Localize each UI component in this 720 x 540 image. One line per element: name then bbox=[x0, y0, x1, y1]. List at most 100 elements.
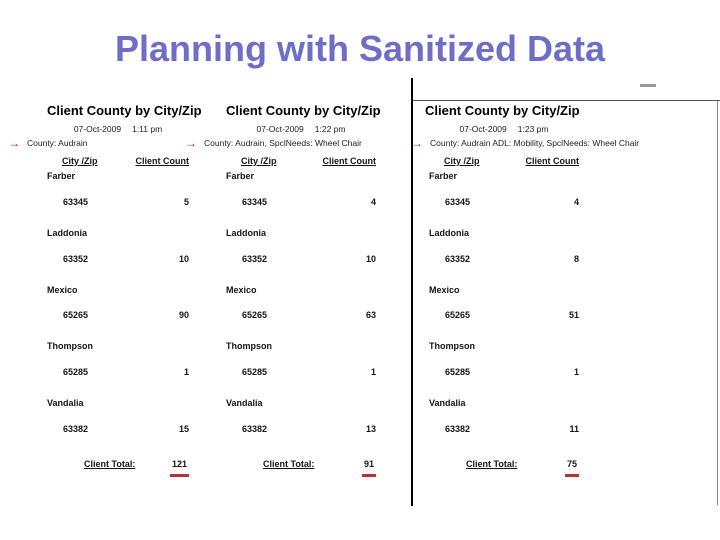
vertical-divider-line bbox=[411, 78, 413, 506]
report-timestamp: 07-Oct-2009 1:22 pm bbox=[226, 124, 376, 134]
city-label: Laddonia bbox=[47, 227, 87, 238]
count-value: 1 bbox=[573, 366, 579, 377]
city-label: Mexico bbox=[226, 284, 257, 295]
table-header-row: City /Zip Client Count bbox=[47, 156, 189, 167]
filter-line: → County: Audrain ADL: Mobility, SpclNeed… bbox=[411, 136, 639, 151]
city-label: Thompson bbox=[226, 341, 272, 352]
count-value: 51 bbox=[568, 310, 579, 321]
city-label: Vandalia bbox=[429, 397, 466, 408]
zip-value: 65265 bbox=[242, 310, 268, 321]
zip-value: 63382 bbox=[242, 423, 268, 434]
column-header-count: Client Count bbox=[135, 155, 190, 166]
zip-value: 63345 bbox=[63, 197, 89, 208]
zip-value: 63352 bbox=[445, 253, 471, 264]
filter-line: → County: Audrain, SpclNeeds: Wheel Chair bbox=[185, 136, 376, 150]
zip-value: 65285 bbox=[445, 366, 471, 377]
panel-title: Client County by City/Zip bbox=[425, 103, 580, 118]
client-total-row: Client Total: 121 bbox=[47, 459, 189, 478]
zip-value: 63382 bbox=[445, 423, 471, 434]
zip-value: 65265 bbox=[63, 310, 89, 321]
table-row: 65285 1 bbox=[226, 367, 376, 378]
city-label: Thompson bbox=[47, 341, 93, 352]
city-label: Vandalia bbox=[47, 397, 84, 408]
report-time: 1:23 pm bbox=[517, 124, 549, 134]
table-row: 63352 10 bbox=[226, 254, 376, 265]
report-panel-3: Client County by City/Zip 07-Oct-2009 1:2… bbox=[411, 103, 639, 478]
count-value: 4 bbox=[573, 197, 579, 208]
table-row: 65285 1 bbox=[429, 367, 579, 378]
count-value: 1 bbox=[183, 366, 189, 377]
table-row: 63352 8 bbox=[429, 254, 579, 265]
client-total-row: Client Total: 75 bbox=[429, 459, 579, 478]
table-row: 65265 63 bbox=[226, 310, 376, 321]
city-label: Thompson bbox=[429, 341, 475, 352]
city-label: Laddonia bbox=[226, 227, 266, 238]
report-timestamp: 07-Oct-2009 1:23 pm bbox=[429, 124, 579, 134]
table-row: 63382 11 bbox=[429, 424, 579, 435]
column-header-count: Client Count bbox=[322, 155, 377, 166]
count-value: 1 bbox=[370, 366, 376, 377]
table-row: 63345 4 bbox=[226, 197, 376, 208]
zip-value: 65285 bbox=[242, 366, 268, 377]
table-row: 65265 51 bbox=[429, 310, 579, 321]
report-date: 07-Oct-2009 bbox=[73, 124, 122, 134]
table-header-row: City /Zip Client Count bbox=[226, 156, 376, 167]
table-row: 63345 4 bbox=[429, 197, 579, 208]
client-total-value: 121 bbox=[169, 459, 189, 478]
count-value: 15 bbox=[178, 423, 189, 434]
count-value: 90 bbox=[178, 310, 189, 321]
city-label: Farber bbox=[226, 171, 255, 182]
count-value: 8 bbox=[573, 253, 579, 264]
table-row: 63382 13 bbox=[226, 424, 376, 435]
zip-value: 65265 bbox=[445, 310, 471, 321]
city-label: Vandalia bbox=[226, 397, 263, 408]
zip-value: 63352 bbox=[63, 253, 89, 264]
report-date: 07-Oct-2009 bbox=[459, 124, 507, 134]
count-value: 63 bbox=[365, 310, 376, 321]
count-value: 10 bbox=[365, 253, 376, 264]
count-value: 10 bbox=[178, 253, 189, 264]
city-label: Mexico bbox=[47, 284, 78, 295]
column-header-count: Client Count bbox=[525, 155, 580, 166]
filter-text: County: Audrain ADL: Mobility, SpclNeeds… bbox=[430, 138, 640, 149]
zip-value: 63352 bbox=[242, 253, 268, 264]
table-row: 65265 90 bbox=[47, 310, 189, 321]
count-value: 4 bbox=[370, 197, 376, 208]
table-header-row: City /Zip Client Count bbox=[429, 156, 579, 167]
client-total-value: 91 bbox=[361, 459, 376, 478]
city-label: Farber bbox=[429, 171, 458, 182]
table-row: 63345 5 bbox=[47, 197, 189, 208]
count-value: 11 bbox=[569, 423, 579, 434]
zip-value: 65285 bbox=[63, 366, 89, 377]
panel-title: Client County by City/Zip bbox=[47, 103, 202, 118]
client-total-value: 75 bbox=[564, 459, 579, 478]
report-panel-1: Client County by City/Zip 07-Oct-2009 1:1… bbox=[8, 103, 202, 478]
slide-title: Planning with Sanitized Data bbox=[114, 28, 606, 69]
filter-line: → County: Audrain bbox=[8, 136, 189, 150]
zip-value: 63345 bbox=[242, 197, 268, 208]
table-row: 63382 15 bbox=[47, 424, 189, 435]
red-arrow-icon: → bbox=[8, 136, 20, 151]
client-total-label: Client Total: bbox=[84, 459, 136, 470]
decorative-dash bbox=[640, 84, 656, 87]
panel3-top-border bbox=[413, 100, 720, 101]
client-total-row: Client Total: 91 bbox=[226, 459, 376, 478]
table-row: 65285 1 bbox=[47, 367, 189, 378]
panel-title: Client County by City/Zip bbox=[226, 103, 381, 118]
client-total-label: Client Total: bbox=[466, 459, 518, 470]
column-header-city: City /Zip bbox=[241, 155, 277, 166]
zip-value: 63382 bbox=[63, 423, 89, 434]
count-value: 13 bbox=[365, 423, 376, 434]
red-arrow-icon: → bbox=[411, 136, 423, 151]
city-label: Farber bbox=[47, 171, 76, 182]
table-row: 63352 10 bbox=[47, 254, 189, 265]
client-total-label: Client Total: bbox=[263, 459, 315, 470]
column-header-city: City /Zip bbox=[444, 155, 480, 166]
report-date: 07-Oct-2009 bbox=[256, 124, 304, 134]
report-time: 1:22 pm bbox=[314, 124, 346, 134]
city-label: Mexico bbox=[429, 284, 460, 295]
filter-text: County: Audrain bbox=[27, 138, 88, 149]
filter-text: County: Audrain, SpclNeeds: Wheel Chair bbox=[204, 138, 362, 149]
report-time: 1:11 pm bbox=[132, 124, 163, 134]
report-timestamp: 07-Oct-2009 1:11 pm bbox=[47, 124, 189, 134]
